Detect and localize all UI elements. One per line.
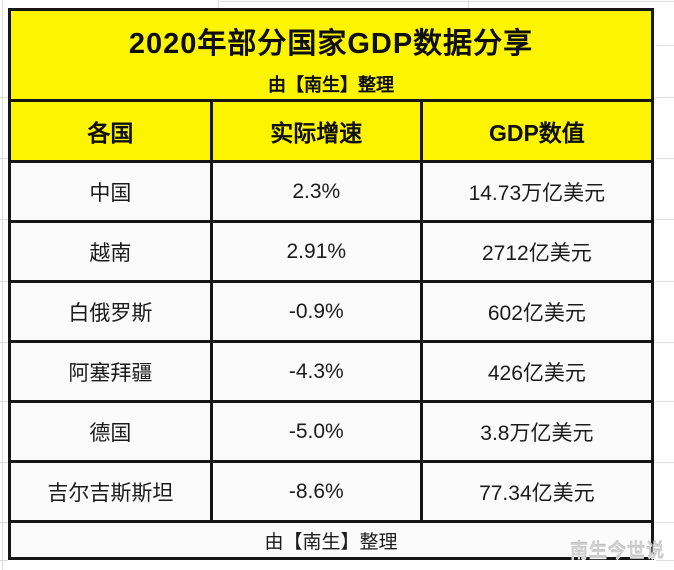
cell-growth: -4.3%: [209, 340, 423, 403]
gridline: [0, 342, 8, 343]
cell-country: 阿塞拜疆: [8, 340, 213, 403]
gdp-table: 2020年部分国家GDP数据分享 由【南生】整理 各国 实际增速 GDP数值 中…: [8, 8, 655, 560]
gridline: [656, 560, 674, 561]
cell-gdp: 2712亿美元: [419, 220, 655, 283]
cell-gdp: 14.73万亿美元: [419, 160, 655, 223]
gridline: [656, 342, 674, 343]
cell-growth: 2.3%: [209, 160, 423, 223]
gridline: [0, 560, 8, 561]
gridline: [0, 281, 8, 282]
gridline: [656, 219, 674, 220]
gridline: [0, 401, 8, 402]
cell-gdp: 3.8万亿美元: [419, 400, 655, 463]
table-row: 中国 2.3% 14.73万亿美元: [8, 160, 655, 223]
gridline: [2, 0, 3, 570]
cell-growth: -0.9%: [209, 280, 423, 343]
gridline: [468, 0, 469, 8]
table-row: 吉尔吉斯斯坦 -8.6% 77.34亿美元: [8, 460, 655, 523]
footer-row: 由【南生】整理: [8, 520, 654, 560]
gridline: [220, 1, 674, 2]
cell-country: 吉尔吉斯斯坦: [8, 460, 213, 523]
cell-gdp: 426亿美元: [419, 340, 655, 403]
gridline: [0, 158, 8, 159]
table-row: 白俄罗斯 -0.9% 602亿美元: [8, 280, 655, 343]
gridline: [656, 97, 674, 98]
gridline: [656, 158, 674, 159]
gridline: [656, 462, 674, 463]
page-subtitle: 由【南生】整理: [268, 74, 394, 95]
page-title: 2020年部分国家GDP数据分享: [128, 27, 534, 60]
gridline: [0, 462, 8, 463]
cell-growth: 2.91%: [209, 220, 423, 283]
cell-gdp: 77.34亿美元: [419, 460, 655, 523]
cell-growth: -8.6%: [209, 460, 423, 523]
table-row: 越南 2.91% 2712亿美元: [8, 220, 655, 283]
gridline: [656, 281, 674, 282]
gridline: [218, 0, 219, 8]
col-header-gdp: GDP数值: [419, 99, 655, 163]
cell-growth: -5.0%: [209, 400, 423, 463]
table-footer: 由【南生】整理: [8, 520, 654, 560]
col-header-growth: 实际增速: [209, 99, 423, 163]
table-row: 德国 -5.0% 3.8万亿美元: [8, 400, 655, 463]
watermark: 南生今世说: [570, 541, 665, 561]
gridline: [656, 401, 674, 402]
cell-country: 越南: [8, 220, 213, 283]
gridline: [656, 45, 674, 46]
gridline: [0, 97, 8, 98]
cell-country: 白俄罗斯: [8, 280, 213, 343]
cell-gdp: 602亿美元: [419, 280, 655, 343]
table-row: 阿塞拜疆 -4.3% 426亿美元: [8, 340, 655, 403]
header-row: 各国 实际增速 GDP数值: [8, 99, 655, 163]
gridline: [0, 219, 8, 220]
gridline: [0, 522, 8, 523]
cell-country: 德国: [8, 400, 213, 463]
title-band: 2020年部分国家GDP数据分享 由【南生】整理: [8, 8, 654, 102]
gridline: [656, 522, 674, 523]
cell-country: 中国: [8, 160, 213, 223]
title-row: 2020年部分国家GDP数据分享 由【南生】整理: [8, 8, 654, 102]
col-header-country: 各国: [8, 99, 213, 163]
